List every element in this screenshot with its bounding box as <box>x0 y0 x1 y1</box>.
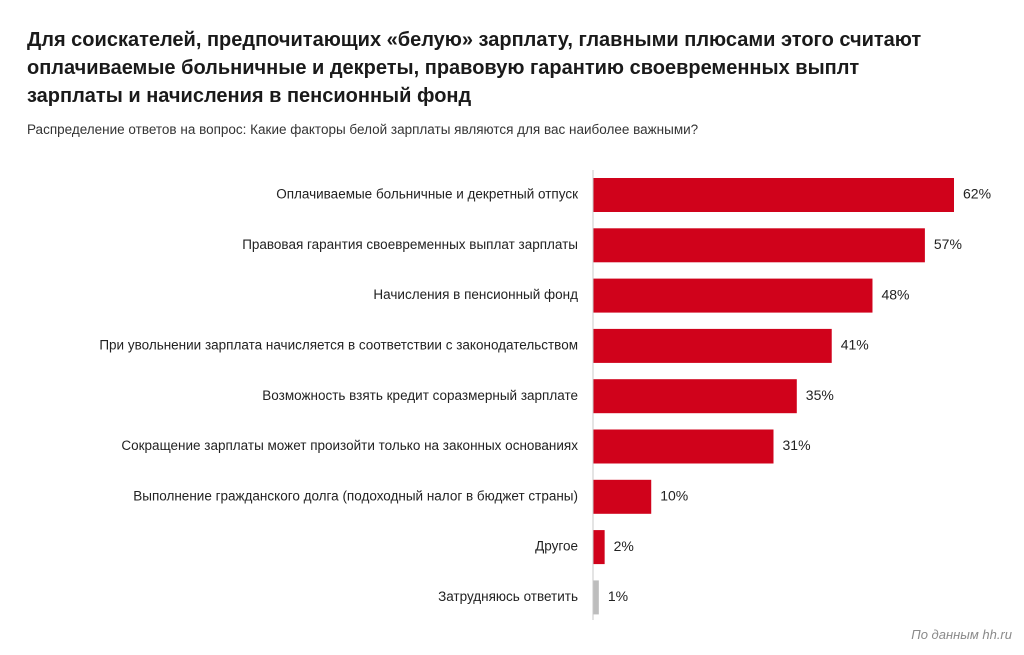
value-label: 48% <box>881 286 909 302</box>
bar <box>593 278 873 313</box>
category-label: Правовая гарантия своевременных выплат з… <box>242 237 578 252</box>
bar <box>593 580 599 615</box>
bar <box>593 429 774 464</box>
value-label: 31% <box>783 437 811 453</box>
category-label: Оплачиваемые больничные и декретный отпу… <box>276 187 578 202</box>
category-label: Другое <box>535 539 578 554</box>
category-label: При увольнении зарплата начисляется в со… <box>99 337 578 352</box>
value-label: 62% <box>963 186 991 202</box>
value-label: 57% <box>934 236 962 252</box>
value-label: 35% <box>806 387 834 403</box>
category-label: Выполнение гражданского долга (подоходны… <box>133 488 578 503</box>
chart-title: Для соискателей, предпочитающих «белую» … <box>27 29 922 107</box>
value-label: 41% <box>841 337 869 353</box>
bar <box>593 228 925 263</box>
chart-subtitle: Распределение ответов на вопрос: Какие ф… <box>27 122 699 137</box>
bar <box>593 178 954 212</box>
value-label: 2% <box>614 538 634 554</box>
category-label: Сокращение зарплаты может произойти толь… <box>121 438 578 453</box>
bar <box>593 479 652 514</box>
value-label: 1% <box>608 588 628 604</box>
value-label: 10% <box>660 488 688 504</box>
bar <box>593 328 832 363</box>
category-label: Начисления в пенсионный фонд <box>373 287 578 302</box>
bar <box>593 530 605 565</box>
category-label: Затрудняюсь ответить <box>438 589 578 604</box>
category-label: Возможность взять кредит соразмерный зар… <box>262 388 578 403</box>
bar <box>593 379 797 414</box>
source-note: По данным hh.ru <box>911 627 1012 642</box>
